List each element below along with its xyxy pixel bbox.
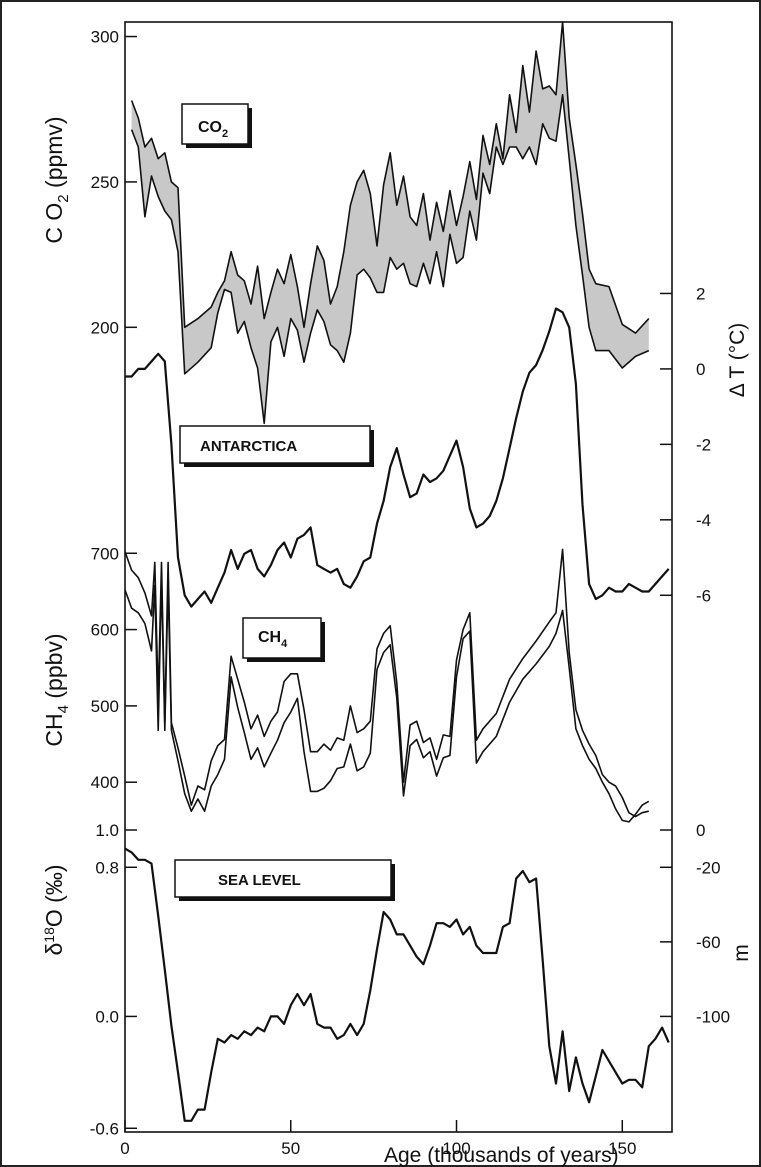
antarctica-right-tick-label: -4 — [696, 511, 711, 530]
antarctica-right-tick-label: -2 — [696, 435, 711, 454]
sealevel-right-tick-label: -20 — [696, 858, 721, 877]
antarctica-right-tick-label: 0 — [696, 360, 705, 379]
plot-area-border — [124, 21, 673, 1133]
co2-legend-box: CO2 — [181, 103, 252, 148]
ch4-left-tick-label: 500 — [91, 697, 119, 716]
antarctica-right-tick-label: -6 — [696, 586, 711, 605]
sealevel-left-tick-label: 0.0 — [95, 1007, 119, 1026]
ch4-axis-title: CH4 (ppbv) — [41, 633, 72, 746]
co2-series-lower — [130, 93, 650, 425]
ch4-series-lower — [124, 576, 650, 823]
antarctica-legend-box: ANTARCTICA — [179, 425, 374, 467]
antarctica-right-tick-label: 2 — [696, 284, 705, 303]
ch4-series-upper — [124, 548, 649, 818]
x-axis-title: Age (thousands of years) — [384, 1144, 619, 1167]
sealevel-right-tick-label: 0 — [696, 821, 705, 840]
antarctica-series-t — [125, 307, 670, 608]
co2-envelope-band — [131, 22, 649, 424]
ch4-legend-label: CH4 — [258, 629, 288, 650]
ch4-left-tick-label: 600 — [91, 621, 119, 640]
sea-level-m-axis-title: m — [730, 944, 753, 962]
x-axis-tick-label: 50 — [281, 1139, 300, 1158]
ch4-left-tick-label: 700 — [91, 544, 119, 563]
antarctica-legend-label: ANTARCTICA — [200, 438, 297, 455]
co2-axis-title: C O2 (ppmv) — [41, 116, 72, 243]
co2-legend-label: CO2 — [198, 119, 228, 140]
sealevel-left-tick-label: 1.0 — [95, 821, 119, 840]
x-axis-tick-label: 0 — [120, 1139, 129, 1158]
sealevel-legend-label: SEA LEVEL — [218, 872, 301, 889]
sealevel-right-tick-label: -100 — [696, 1007, 730, 1026]
sealevel-left-tick-label: -0.6 — [90, 1119, 119, 1138]
co2-series-upper — [130, 21, 650, 334]
co2-left-tick-label: 250 — [91, 173, 119, 192]
co2-left-tick-label: 200 — [91, 318, 119, 337]
co2-left-tick-label: 300 — [91, 28, 119, 47]
sealevel-right-tick-label: -60 — [696, 933, 721, 952]
x-axis-tick-label: 150 — [608, 1139, 636, 1158]
delta-t-axis-title: Δ T (°C) — [726, 323, 749, 398]
sealevel-series-18o — [124, 847, 670, 1122]
x-axis-tick-label: 100 — [442, 1139, 470, 1158]
sealevel-legend-box: SEA LEVEL — [174, 859, 395, 901]
ch4-left-tick-label: 400 — [91, 773, 119, 792]
d18o-axis-title: δ18O (‰) — [41, 865, 67, 956]
sealevel-left-tick-label: 0.8 — [95, 858, 119, 877]
ch4-legend-box: CH4 — [242, 617, 325, 662]
